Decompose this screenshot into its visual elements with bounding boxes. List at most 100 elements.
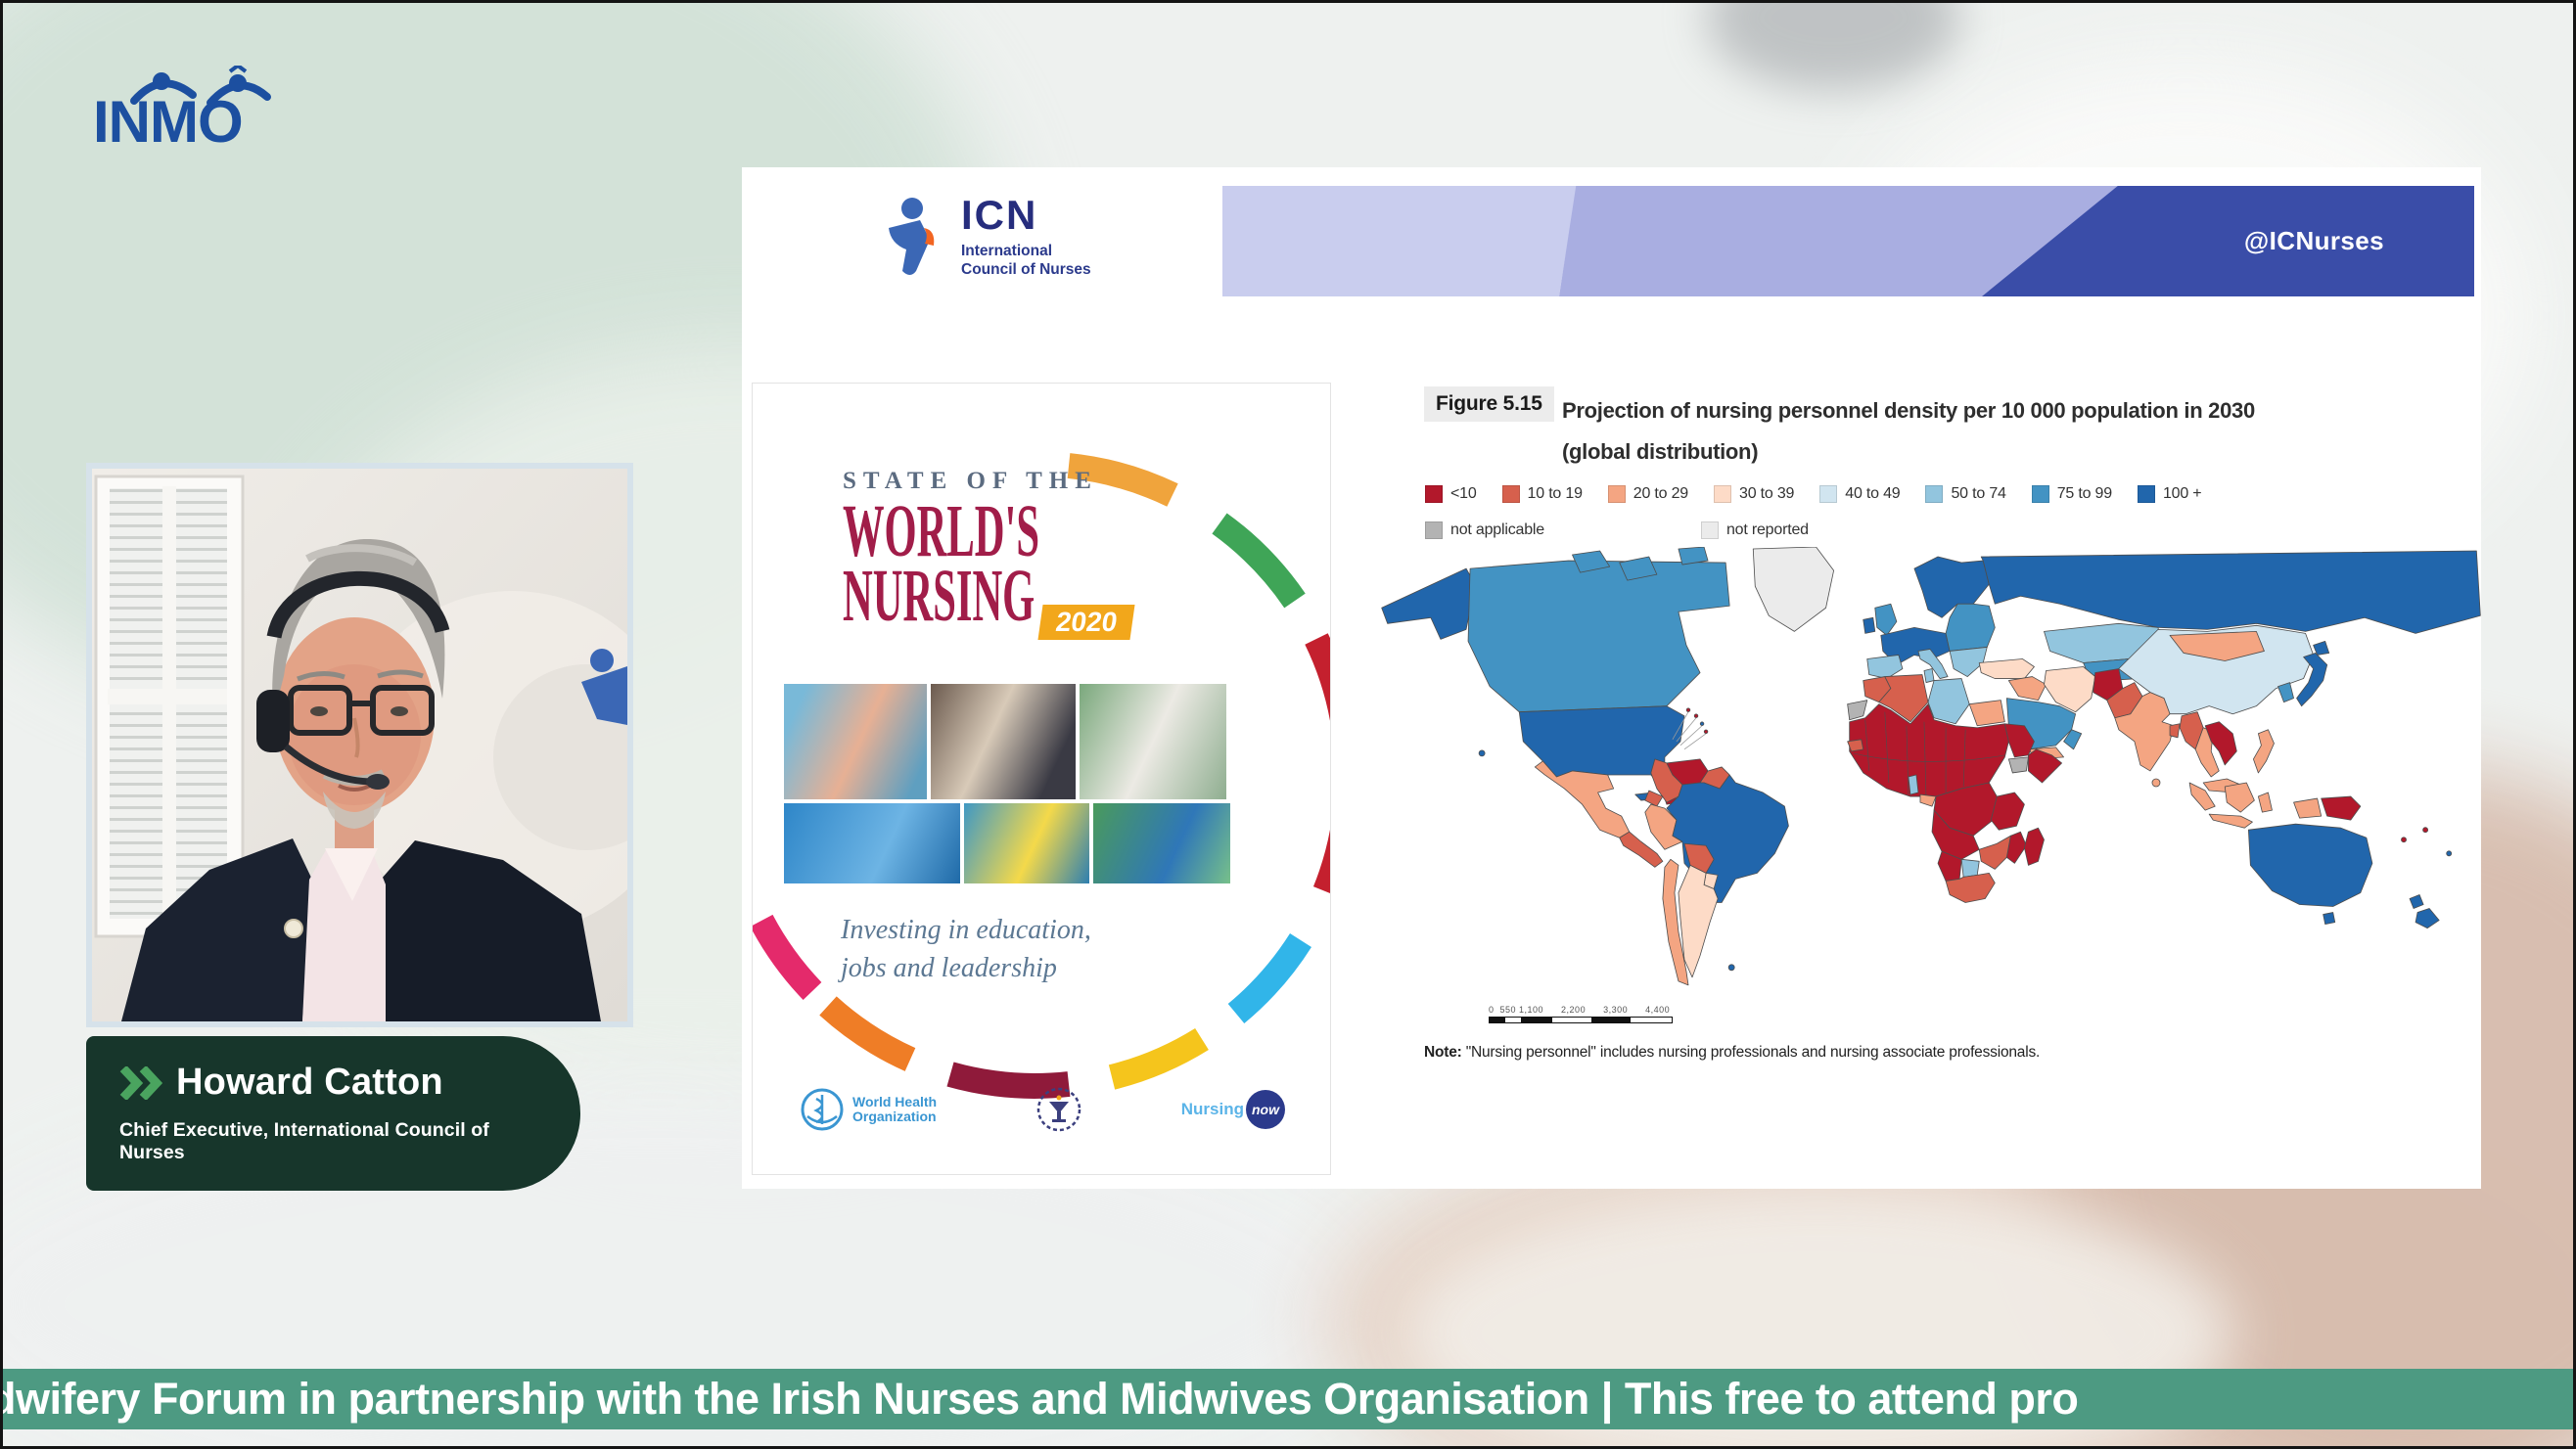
cover-photo: [1093, 803, 1230, 883]
cover-kicker: STATE OF THE: [843, 468, 1098, 494]
map-region: [1703, 729, 1709, 734]
map-region: [2024, 827, 2045, 866]
map-region: [2224, 782, 2255, 813]
speaker-webcam-image: [92, 469, 627, 1021]
map-region: [1619, 556, 1658, 581]
map-region: [1878, 674, 1929, 723]
cover-photo-strip: [784, 684, 1226, 799]
figure-title-line2: (global distribution): [1562, 438, 1759, 464]
double-chevron-icon: [119, 1065, 162, 1100]
figure-note: Note: "Nursing personnel" includes nursi…: [1424, 1044, 2040, 1062]
legend-item: 30 to 39: [1714, 485, 1794, 503]
speaker-role: Chief Executive, International Council o…: [119, 1119, 489, 1163]
presentation-slide: ICN International Council of Nurses @ICN…: [742, 167, 2481, 1189]
legend-label: <10: [1450, 485, 1477, 502]
figure-label: Figure 5.15: [1424, 386, 1554, 422]
cover-tagline-line2: jobs and leadership: [841, 952, 1057, 983]
map-region: [2169, 723, 2181, 739]
map-region: [1990, 792, 2025, 831]
headset-earcup: [256, 690, 290, 752]
map-region: [1919, 793, 1937, 807]
map-region: [2321, 795, 2362, 821]
icn-sub-line2: Council of Nurses: [961, 261, 1091, 279]
legend-label: 75 to 99: [2056, 485, 2112, 502]
legend-item: <10: [1425, 485, 1477, 503]
map-region: [2194, 727, 2220, 778]
cover-photo: [784, 803, 960, 883]
map-region: [2204, 721, 2237, 766]
legend-swatch: [1700, 521, 1719, 539]
sdg-ring-icon: [753, 453, 1330, 1099]
inmo-figure-arm-icon: [130, 79, 197, 105]
map-region: [1572, 550, 1611, 573]
map-region: [2401, 837, 2407, 843]
map-region: [1619, 831, 1664, 868]
banner-segment: [1222, 186, 1577, 296]
legend-label: 100 +: [2162, 485, 2202, 502]
map-region: [2247, 823, 2373, 907]
legend-swatch: [1607, 485, 1626, 503]
legend-label: not applicable: [1450, 521, 1544, 538]
legend-label: not reported: [1725, 521, 1809, 538]
map-region: [1478, 749, 1486, 757]
map-region: [1927, 678, 1970, 725]
inmo-figure-arm-icon: [207, 81, 271, 107]
map-region: [2422, 827, 2429, 834]
cover-title-line2: NURSING: [843, 555, 1035, 637]
legend-swatch: [1501, 485, 1520, 503]
map-region: [2446, 850, 2453, 857]
map-region: [1908, 774, 1919, 795]
map-region: [1693, 713, 1699, 718]
headset-band: [266, 570, 450, 639]
legend-item: 10 to 19: [1501, 485, 1583, 503]
figure-title: Projection of nursing personnel density …: [1562, 390, 2255, 473]
map-region: [1945, 872, 1996, 903]
map-region: [1931, 809, 1980, 860]
legend-swatch: [1425, 485, 1443, 503]
map-legend-row: <10 10 to 19 20 to 29 30 to 39 40 to 49 50 to…: [1425, 485, 2227, 503]
map-region: [2151, 778, 2161, 788]
beard: [323, 792, 386, 829]
icn-abbr: ICN: [961, 192, 1038, 238]
glasses: [288, 685, 352, 736]
who-text-line1: World Health: [852, 1093, 938, 1109]
map-region: [1534, 760, 1631, 838]
inmo-logo-text: INMO: [93, 89, 243, 155]
icn-sub-line1: International: [961, 243, 1053, 259]
map-region: [2063, 729, 2083, 750]
map-region: [1381, 567, 1477, 640]
cover-title: WORLD'S NURSING: [843, 494, 1039, 637]
event-ticker: dwifery Forum in partnership with the Ir…: [3, 1369, 2573, 1429]
legend-item: 75 to 99: [2031, 485, 2112, 503]
cover-photo: [784, 684, 927, 799]
who-text-line2: Organization: [852, 1109, 937, 1124]
speaker-video-feed: [86, 463, 633, 1027]
map-region: [2114, 692, 2175, 772]
cover-photo: [1080, 684, 1226, 799]
map-region: [2277, 682, 2294, 703]
map-region: [1945, 603, 1996, 652]
scale-ticks: 0 550 1,100 2,200 3,300 4,400: [1489, 1005, 1671, 1015]
map-region: [2208, 813, 2253, 829]
legend-item: not reported: [1700, 521, 1809, 539]
map-region: [2028, 748, 2062, 784]
cover-tagline: Investing in education, jobs and leaders…: [841, 912, 1091, 987]
map-region: [1960, 858, 1980, 878]
who-emblem-icon: [801, 1088, 844, 1131]
map-region: [1978, 658, 2035, 679]
legend-label: 20 to 29: [1633, 485, 1689, 502]
map-region: [1923, 668, 1935, 683]
cover-photo: [931, 684, 1076, 799]
year-badge: 2020: [1037, 605, 1135, 640]
map-region: [2007, 676, 2047, 702]
inmo-figure-star-icon: [228, 66, 248, 73]
map-region: [2313, 640, 2330, 656]
map-region: [1467, 560, 1730, 713]
legend-swatch: [1714, 485, 1732, 503]
map-region: [1980, 550, 2481, 634]
legend-label: 50 to 74: [1951, 485, 2006, 502]
icn-wall-logo-icon: [581, 666, 627, 725]
choropleth-map-svg: [1381, 546, 2481, 986]
map-region: [1847, 739, 1864, 752]
headset-mic-boom: [283, 744, 375, 786]
